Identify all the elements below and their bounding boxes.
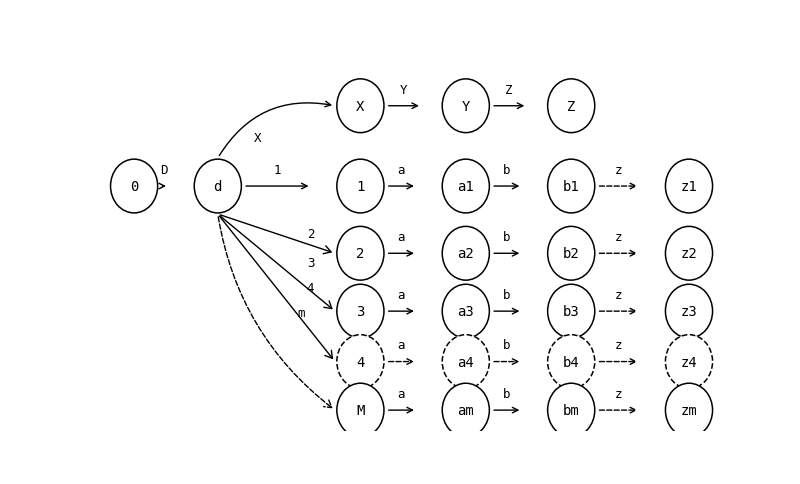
Text: m: m bbox=[298, 306, 305, 319]
Text: z1: z1 bbox=[681, 180, 698, 194]
Text: z4: z4 bbox=[681, 355, 698, 369]
Text: 3: 3 bbox=[356, 304, 365, 318]
Text: X: X bbox=[254, 132, 262, 145]
Text: 3: 3 bbox=[306, 257, 314, 270]
Ellipse shape bbox=[666, 227, 713, 281]
Text: b: b bbox=[503, 288, 510, 302]
Ellipse shape bbox=[110, 160, 158, 213]
Text: Y: Y bbox=[462, 100, 470, 114]
Text: zm: zm bbox=[681, 403, 698, 417]
Text: M: M bbox=[356, 403, 365, 417]
Ellipse shape bbox=[548, 285, 594, 338]
Text: a4: a4 bbox=[458, 355, 474, 369]
Text: 4: 4 bbox=[306, 282, 314, 295]
Text: z3: z3 bbox=[681, 304, 698, 318]
FancyArrowPatch shape bbox=[219, 217, 333, 359]
Ellipse shape bbox=[337, 285, 384, 338]
FancyArrowPatch shape bbox=[220, 216, 332, 309]
Text: Z: Z bbox=[506, 83, 513, 96]
Text: am: am bbox=[458, 403, 474, 417]
Text: b: b bbox=[503, 387, 510, 400]
Ellipse shape bbox=[666, 383, 713, 437]
Text: 2: 2 bbox=[356, 247, 365, 261]
Ellipse shape bbox=[442, 285, 490, 338]
Ellipse shape bbox=[337, 160, 384, 213]
Ellipse shape bbox=[442, 227, 490, 281]
Text: bm: bm bbox=[563, 403, 579, 417]
Ellipse shape bbox=[548, 80, 594, 134]
Text: b: b bbox=[503, 164, 510, 177]
Ellipse shape bbox=[442, 383, 490, 437]
Ellipse shape bbox=[548, 335, 594, 389]
Text: 0: 0 bbox=[130, 180, 138, 194]
Text: z: z bbox=[614, 230, 622, 243]
FancyArrowPatch shape bbox=[218, 217, 332, 408]
Text: z: z bbox=[614, 387, 622, 400]
Ellipse shape bbox=[666, 160, 713, 213]
Ellipse shape bbox=[548, 227, 594, 281]
Ellipse shape bbox=[442, 80, 490, 134]
Ellipse shape bbox=[548, 383, 594, 437]
FancyArrowPatch shape bbox=[221, 215, 331, 254]
Text: Y: Y bbox=[400, 83, 407, 96]
Text: Z: Z bbox=[567, 100, 575, 114]
Text: a: a bbox=[398, 230, 405, 243]
Text: 2: 2 bbox=[306, 227, 314, 241]
Text: a: a bbox=[398, 164, 405, 177]
Text: a1: a1 bbox=[458, 180, 474, 194]
Text: a3: a3 bbox=[458, 304, 474, 318]
Text: z: z bbox=[614, 164, 622, 177]
Text: d: d bbox=[214, 180, 222, 194]
Text: X: X bbox=[356, 100, 365, 114]
Ellipse shape bbox=[666, 335, 713, 389]
Ellipse shape bbox=[442, 335, 490, 389]
Ellipse shape bbox=[337, 80, 384, 134]
Ellipse shape bbox=[548, 160, 594, 213]
Ellipse shape bbox=[666, 285, 713, 338]
Ellipse shape bbox=[337, 335, 384, 389]
Text: z2: z2 bbox=[681, 247, 698, 261]
Text: b4: b4 bbox=[563, 355, 579, 369]
Ellipse shape bbox=[337, 383, 384, 437]
Text: b1: b1 bbox=[563, 180, 579, 194]
Text: D: D bbox=[161, 164, 168, 177]
Text: a: a bbox=[398, 387, 405, 400]
Text: 1: 1 bbox=[274, 164, 281, 177]
Text: b2: b2 bbox=[563, 247, 579, 261]
Text: 4: 4 bbox=[356, 355, 365, 369]
Text: b: b bbox=[503, 339, 510, 352]
Ellipse shape bbox=[337, 227, 384, 281]
Text: a2: a2 bbox=[458, 247, 474, 261]
Text: b3: b3 bbox=[563, 304, 579, 318]
Text: b: b bbox=[503, 230, 510, 243]
Text: 1: 1 bbox=[356, 180, 365, 194]
Ellipse shape bbox=[194, 160, 242, 213]
Text: a: a bbox=[398, 339, 405, 352]
Text: a: a bbox=[398, 288, 405, 302]
Ellipse shape bbox=[442, 160, 490, 213]
Text: z: z bbox=[614, 288, 622, 302]
Text: z: z bbox=[614, 339, 622, 352]
